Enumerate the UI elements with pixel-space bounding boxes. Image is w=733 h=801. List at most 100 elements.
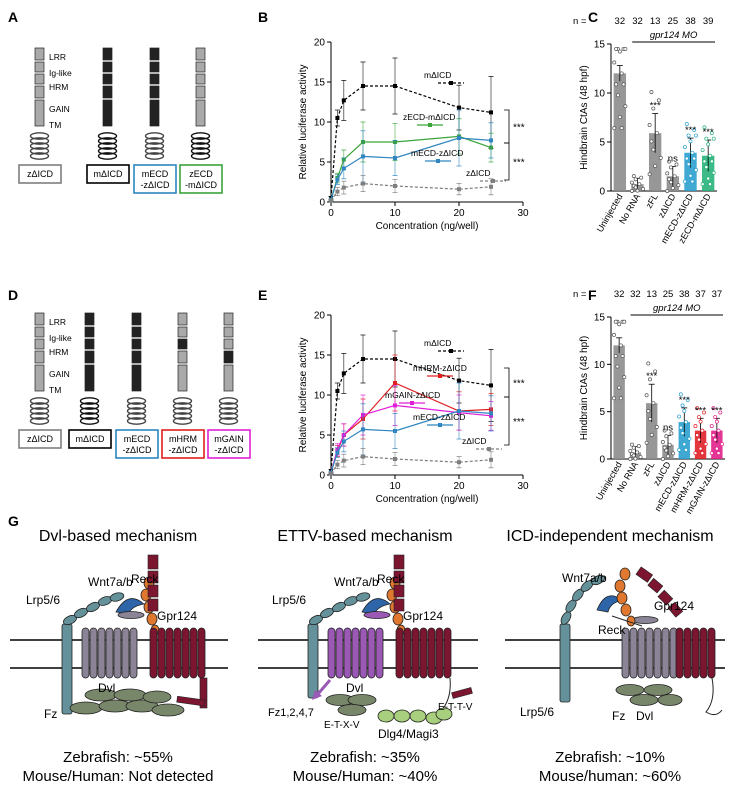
n-value: 37: [712, 289, 723, 300]
data-point: [361, 357, 365, 361]
data-dot: [684, 420, 688, 425]
data-point: [361, 181, 365, 186]
data-dot: [700, 428, 705, 433]
data-point: [329, 471, 333, 476]
tm-coil: [97, 152, 118, 160]
gpr124-icd: [199, 677, 208, 709]
data-point: [457, 105, 461, 110]
data-dot: [628, 457, 633, 461]
data-dot: [662, 445, 667, 450]
data-dot: [709, 159, 714, 164]
data-dot: [684, 122, 689, 127]
ectodomain-segment: [223, 326, 234, 338]
gpr124-ectodomain: [147, 554, 159, 612]
x-tick-label: 30: [517, 208, 529, 219]
data-dot: [629, 180, 634, 185]
data-point: [341, 98, 346, 103]
x-axis-label: Concentration (ng/well): [376, 221, 479, 232]
data-dot: [667, 159, 672, 164]
tm-coil: [218, 407, 239, 415]
ectodomain-segment: [102, 61, 113, 73]
data-dot: [639, 175, 644, 180]
data-dot: [696, 437, 701, 442]
data-dot: [666, 454, 670, 459]
data-dot: [664, 434, 669, 439]
significance-mark: ***: [679, 395, 690, 406]
ectodomain-segment: [34, 61, 45, 73]
domain-label: Ig-like: [49, 68, 72, 78]
ectodomain-segment: [177, 326, 188, 338]
gpr124-icd: [451, 687, 473, 699]
bar: [613, 73, 627, 191]
zebrafish-percent-icd-independent: Zebrafish: ~10%: [555, 749, 665, 766]
data-dot: [617, 49, 622, 54]
fz-arrow-head: [312, 690, 322, 700]
construct-label: mHRM -zΔICD: [168, 434, 198, 455]
construct-label-box: [18, 164, 62, 184]
series-line: [330, 85, 492, 199]
data-dot: [631, 174, 636, 179]
data-dot: [676, 183, 681, 188]
tm-coil: [29, 402, 50, 410]
label-fz: Fz: [44, 707, 57, 721]
tm-coil: [126, 407, 147, 415]
lrp-beads: [560, 574, 605, 625]
fz-receptor: [327, 627, 384, 679]
data-dot: [613, 354, 618, 358]
label-lrp: Lrp5/6: [272, 593, 306, 607]
tm-coil: [172, 397, 193, 405]
construct-label-box: [161, 429, 205, 459]
data-point: [335, 116, 340, 120]
tm-coil: [29, 152, 50, 160]
ectodomain-segment: [34, 99, 45, 127]
series-line: [330, 358, 492, 472]
bar: [694, 430, 707, 459]
data-dot: [619, 126, 624, 131]
ectodomain-segment: [34, 47, 45, 61]
data-dot: [664, 448, 669, 453]
data-dot: [612, 332, 616, 337]
label-reck: Reck: [598, 623, 626, 637]
n-value: 25: [668, 16, 679, 27]
data-point: [361, 84, 365, 88]
ectodomain-segment: [102, 99, 113, 127]
legend-marker: [438, 374, 442, 378]
construct-label: mGAIN -zΔICD: [214, 434, 244, 455]
ectodomain-segment: [223, 350, 234, 364]
data-dot: [651, 147, 656, 152]
data-point: [361, 454, 365, 459]
series-label: mΔICD: [424, 70, 451, 80]
construct-label-box: [207, 429, 251, 459]
data-point: [457, 136, 461, 140]
data-dot: [621, 82, 626, 87]
gpr124-tm: [675, 627, 716, 679]
significance-mark: ***: [703, 127, 714, 138]
panel-d-construct-diagram: LRR Ig-like HRM GAIN TM zΔICD mΔICD mECD -zΔICD m…: [18, 312, 251, 459]
data-dot: [695, 433, 700, 438]
data-dot: [711, 406, 716, 410]
n-value: 39: [703, 16, 714, 27]
data-dot: [696, 415, 701, 420]
data-dot: [648, 377, 652, 382]
domain-label: GAIN: [49, 104, 70, 114]
lrp-receptor: [559, 623, 571, 703]
category-label: zFL: [644, 192, 660, 210]
tm-coil: [172, 417, 193, 425]
mammal-percent-ettv: Mouse/Human: ~40%: [293, 768, 438, 785]
tm-coil: [79, 397, 100, 405]
ectodomain-segment: [131, 364, 142, 392]
data-dot: [614, 46, 619, 51]
data-dot: [651, 106, 656, 111]
data-point: [489, 110, 493, 115]
mo-title: gpr124 MO: [653, 303, 701, 314]
data-dot: [612, 396, 616, 401]
legend-marker: [487, 447, 491, 451]
ectodomain-segment: [149, 85, 160, 99]
data-dot: [617, 385, 622, 390]
data-dot: [619, 71, 624, 76]
tm-coil: [79, 402, 100, 410]
ectodomain-segment: [102, 85, 113, 99]
data-point: [341, 371, 346, 376]
ectodomain-segment: [84, 312, 95, 326]
ectodomain-segment: [149, 47, 160, 61]
